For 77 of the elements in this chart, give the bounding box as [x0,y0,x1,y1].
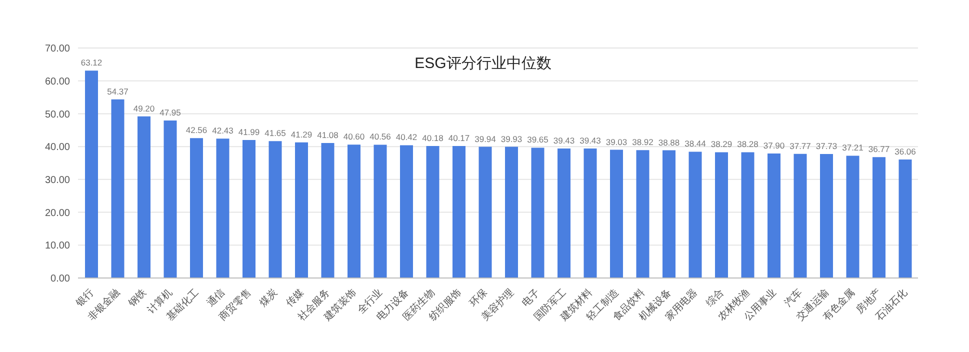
y-tick-label: 0.00 [50,274,70,285]
bar [715,152,728,278]
data-label: 36.77 [868,144,890,154]
bar [584,148,597,278]
data-label: 41.65 [264,128,286,138]
data-label: 38.92 [632,137,654,148]
data-label: 42.43 [212,126,234,136]
data-label: 41.29 [290,129,312,140]
bar [85,70,98,278]
text: ESG评分行业中位数 [414,55,552,72]
bar [295,142,308,278]
data-label: 39.43 [553,135,575,146]
bar [636,150,650,278]
bar [190,138,203,278]
bar [531,148,544,278]
data-label: 36.06 [894,146,916,157]
bar [164,120,177,278]
data-label: 41.08 [317,130,339,140]
data-label: 39.93 [500,134,522,144]
data-label: 54.37 [107,86,129,96]
data-label: 40.18 [422,132,444,143]
x-tick-label: 传媒 [284,287,306,310]
data-label: 38.29 [710,139,732,150]
y-tick-label: 10.00 [44,240,70,252]
bar [242,140,256,278]
bar [610,150,623,278]
data-label: 37.21 [842,142,864,153]
data-label: 40.56 [370,132,392,142]
bar [872,157,886,278]
bar [452,146,466,278]
data-label: 40.17 [448,133,470,144]
bar [321,143,334,278]
x-tick-label: 钢铁 [125,286,149,310]
y-tick-label: 50.00 [44,109,70,120]
y-tick-label: 70.00 [44,44,70,55]
bar [426,146,440,278]
bar [400,145,413,278]
bar [138,116,150,278]
x-tick-label: 煤炭 [257,286,280,310]
data-label: 63.12 [80,58,102,68]
bar [688,152,702,278]
data-label: 39.03 [606,136,628,147]
bar [216,138,230,278]
data-label: 38.28 [737,139,759,150]
data-label: 37.73 [816,141,838,152]
bar [846,156,860,278]
data-label: 41.99 [238,127,260,138]
bar [374,144,387,278]
data-label: 37.90 [763,140,785,150]
data-label: 47.95 [160,107,182,118]
bar [820,154,833,278]
data-label: 38.44 [684,138,706,149]
data-label: 49.20 [133,103,155,114]
data-label: 39.94 [474,134,496,144]
data-label: 40.60 [343,132,365,142]
bar [348,144,360,278]
x-tick-label: 综合 [703,286,726,310]
bar [111,99,124,278]
data-label: 40.42 [396,132,418,142]
data-label: 38.88 [658,137,680,148]
bar [794,154,807,278]
data-label: 39.65 [527,134,549,145]
bar [505,146,518,278]
bar [768,153,780,278]
bar [898,160,912,278]
bar [558,148,570,278]
bar [478,146,492,278]
bar [741,152,754,278]
y-tick-label: 20.00 [44,208,70,219]
data-label: 42.56 [186,125,208,136]
data-label: 37.77 [790,140,812,151]
y-tick-label: 60.00 [44,76,70,88]
data-label: 39.43 [580,135,602,146]
y-tick-label: 40.00 [44,142,70,154]
bar [662,150,676,278]
y-tick-label: 30.00 [44,174,70,186]
bar [268,141,282,278]
